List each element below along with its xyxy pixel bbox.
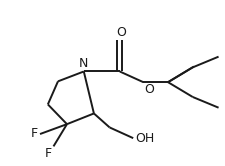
Text: N: N bbox=[79, 56, 88, 70]
Text: F: F bbox=[31, 127, 38, 140]
Text: OH: OH bbox=[135, 132, 154, 145]
Text: O: O bbox=[144, 83, 154, 96]
Text: O: O bbox=[115, 26, 125, 39]
Text: F: F bbox=[45, 147, 52, 160]
